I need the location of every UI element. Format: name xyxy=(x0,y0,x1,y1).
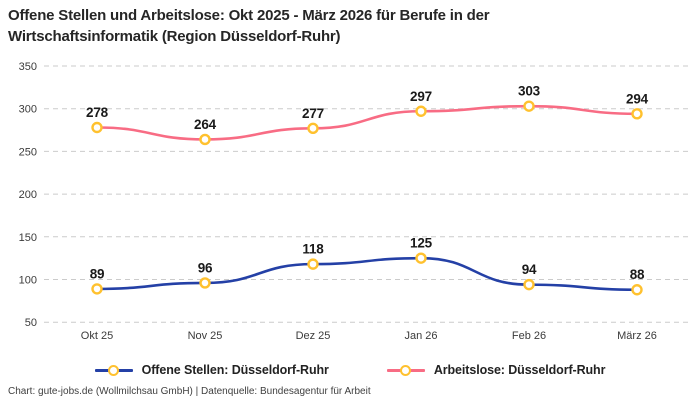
data-point-label: 303 xyxy=(518,84,541,99)
data-point-label: 297 xyxy=(410,89,432,104)
chart-title-line1: Offene Stellen und Arbeitslose: Okt 2025… xyxy=(8,7,490,24)
legend-item-arbeitslose[interactable]: Arbeitslose: Düsseldorf-Ruhr xyxy=(386,363,606,377)
x-axis-tick-label: Jan 26 xyxy=(404,330,437,342)
data-point-label: 278 xyxy=(86,105,109,120)
chart-title-line2: Wirtschaftsinformatik (Region Düsseldorf… xyxy=(8,28,341,45)
data-point-label: 89 xyxy=(90,266,105,281)
data-point-label: 264 xyxy=(194,117,217,132)
attribution-text: Chart: gute-jobs.de (Wollmilchsau GmbH) … xyxy=(8,386,371,397)
x-axis-tick-label: Okt 25 xyxy=(81,330,113,342)
data-point-label: 125 xyxy=(410,236,433,251)
data-point-marker[interactable] xyxy=(631,284,643,296)
legend-item-offene-stellen[interactable]: Offene Stellen: Düsseldorf-Ruhr xyxy=(94,363,329,377)
data-point-label: 96 xyxy=(198,260,213,275)
y-axis-tick-label: 350 xyxy=(19,61,37,73)
x-axis-tick-label: Dez 25 xyxy=(296,330,331,342)
data-point-marker[interactable] xyxy=(523,278,535,291)
y-axis-tick-label: 150 xyxy=(19,232,37,244)
legend: Offene Stellen: Düsseldorf-Ruhr Arbeitsl… xyxy=(0,359,700,381)
data-point-marker[interactable] xyxy=(415,252,427,264)
x-axis-tick-label: März 26 xyxy=(617,330,657,342)
chart-title: Offene Stellen und Arbeitslose: Okt 2025… xyxy=(8,5,490,47)
y-axis-tick-label: 300 xyxy=(19,104,37,116)
data-point-marker[interactable] xyxy=(91,283,103,295)
data-point-marker[interactable] xyxy=(523,100,535,112)
data-point-marker[interactable] xyxy=(199,133,211,146)
y-axis-tick-label: 250 xyxy=(19,146,37,158)
data-point-label: 118 xyxy=(302,242,324,257)
data-point-label: 88 xyxy=(630,267,645,282)
series-line-0 xyxy=(95,256,639,292)
data-point-label: 294 xyxy=(626,91,649,106)
data-point-marker[interactable] xyxy=(199,277,211,289)
data-point-label: 277 xyxy=(302,106,324,121)
legend-line-marker-icon xyxy=(386,364,425,376)
x-axis-tick-label: Feb 26 xyxy=(512,330,546,342)
series-line-1 xyxy=(95,104,639,141)
y-axis-tick-label: 200 xyxy=(19,189,37,201)
data-point-label: 94 xyxy=(522,262,537,277)
y-axis-tick-label: 100 xyxy=(19,275,37,287)
data-point-marker[interactable] xyxy=(415,105,427,117)
legend-label-offene-stellen: Offene Stellen: Düsseldorf-Ruhr xyxy=(141,363,329,377)
legend-label-arbeitslose: Arbeitslose: Düsseldorf-Ruhr xyxy=(433,363,606,377)
legend-line-marker-icon xyxy=(94,364,133,376)
data-point-marker[interactable] xyxy=(307,258,319,270)
data-point-marker[interactable] xyxy=(91,121,103,134)
x-axis-tick-label: Nov 25 xyxy=(188,330,223,342)
y-axis-tick-label: 50 xyxy=(25,317,37,329)
data-point-marker[interactable] xyxy=(631,108,643,120)
data-point-marker[interactable] xyxy=(307,122,319,135)
